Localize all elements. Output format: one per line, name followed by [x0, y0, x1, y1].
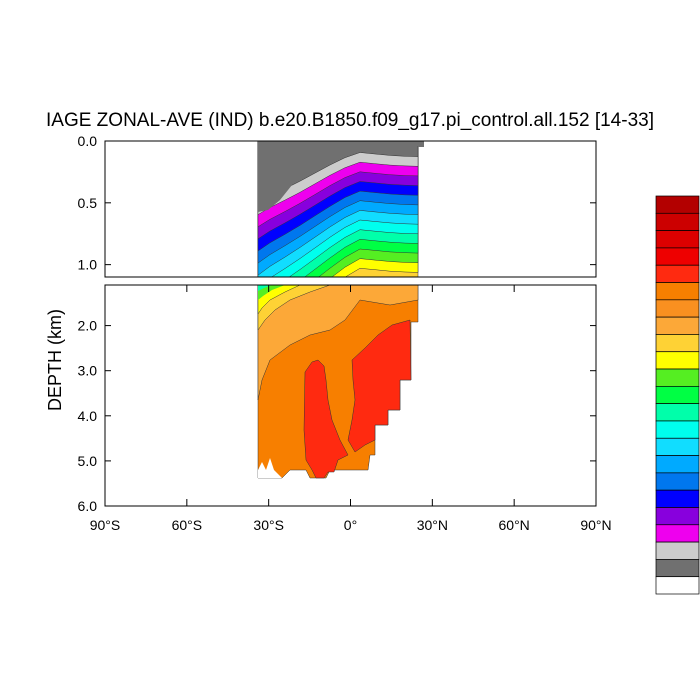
upper-y-axis: 0.0 0.5 1.0	[78, 133, 596, 273]
colorbar	[655, 195, 700, 595]
colorbar-swatch	[655, 455, 700, 474]
y-tick-label: 5.0	[78, 453, 98, 469]
colorbar-swatch	[655, 437, 700, 456]
upper-gray-tip	[418, 141, 424, 147]
lower-y-axis: 2.0 3.0 4.0 5.0 6.0	[78, 318, 596, 514]
colorbar-swatch	[655, 230, 700, 249]
lower-green	[258, 285, 285, 300]
x-tick-label: 60°N	[499, 517, 530, 533]
colorbar-swatch	[655, 403, 700, 422]
lower-panel: 2.03.04.05.06.0 90°S 60°S 30°S 0° 30°N 60°N 90…	[78, 284, 612, 533]
upper-gray-cap	[258, 141, 330, 212]
colorbar-swatch	[655, 368, 700, 387]
y-tick-label: 6.0	[78, 498, 98, 514]
colorbar-swatch	[655, 559, 700, 578]
x-axis: 90°S 60°S 30°S 0° 30°N 60°N 90°N	[90, 285, 612, 533]
colorbar-swatch	[655, 489, 700, 508]
colorbar-swatch	[655, 282, 700, 301]
x-tick-label: 90°N	[580, 517, 611, 533]
chart-title: IAGE ZONAL-AVE (IND) b.e20.B1850.f09_g17…	[46, 110, 654, 131]
x-tick-label: 60°S	[172, 517, 203, 533]
colorbar-swatch	[655, 576, 700, 595]
colorbar-swatch	[655, 472, 700, 491]
colorbar-swatch	[655, 195, 700, 214]
colorbar-swatch	[655, 299, 700, 318]
x-tick-label: 30°S	[253, 517, 284, 533]
lower-red-core-west	[303, 359, 349, 479]
y-tick-label: 1.0	[78, 257, 98, 273]
colorbar-swatch	[655, 264, 700, 283]
colorbar-swatch	[655, 524, 700, 543]
colorbar-swatch	[655, 316, 700, 335]
x-tick-label: 90°S	[90, 517, 121, 533]
y-tick-label: 2.0	[78, 318, 98, 334]
lower-panel-fill	[257, 285, 419, 479]
colorbar-swatch	[655, 334, 700, 353]
lower-red-core-east	[347, 319, 412, 453]
colorbar-swatch	[655, 386, 700, 405]
colorbar-swatch	[655, 351, 700, 370]
lower-teal	[258, 285, 272, 291]
upper-panel-fill	[257, 141, 424, 277]
colorbar-swatch	[655, 247, 700, 266]
colorbar-swatch	[655, 420, 700, 439]
colorbar-swatch	[655, 507, 700, 526]
y-tick-label: 0.5	[78, 195, 98, 211]
upper-panel-frame	[104, 140, 597, 278]
colorbar-swatch	[655, 541, 700, 560]
y-axis-label: DEPTH (km)	[45, 309, 65, 411]
x-tick-label: 0°	[344, 517, 357, 533]
lower-edge-notch	[258, 458, 282, 478]
upper-panel: 0.0 0.5 1.0	[78, 133, 597, 278]
y-tick-label: 3.0	[78, 363, 98, 379]
y-tick-label: 4.0	[78, 408, 98, 424]
lower-light-orange	[257, 285, 419, 401]
x-tick-label: 30°N	[417, 517, 448, 533]
y-tick-label: 0.0	[78, 133, 98, 149]
colorbar-swatch	[655, 212, 700, 231]
upper-gray-surface	[330, 141, 418, 154]
